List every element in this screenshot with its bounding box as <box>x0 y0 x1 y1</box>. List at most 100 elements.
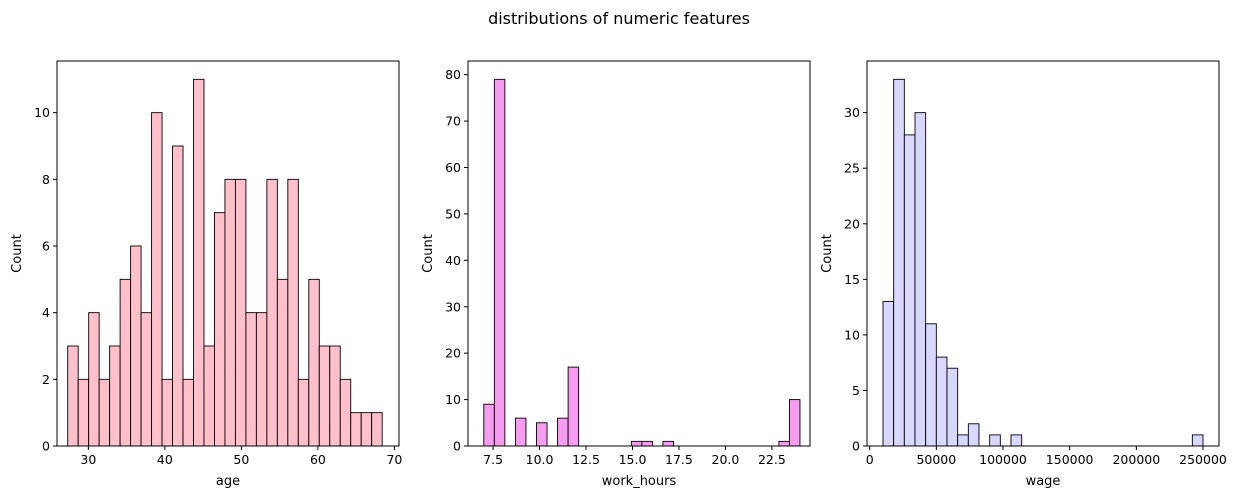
age-bar <box>203 345 215 447</box>
age-y-tick-label: 8 <box>42 172 50 187</box>
age-bar <box>245 312 257 447</box>
work-hours-bar <box>493 78 506 447</box>
age-x-tick-label: 30 <box>80 452 96 467</box>
work-hours-bar <box>641 440 653 447</box>
wage-histogram-panel: 0 50000 100000 150000 200000 250000 0 5 10 15 20 25… <box>820 60 1227 489</box>
age-y-tick-label: 0 <box>42 439 50 454</box>
figure-title: distributions of numeric features <box>488 9 750 28</box>
age-bar <box>329 345 341 447</box>
age-bar <box>234 178 247 447</box>
age-x-tick-label: 50 <box>233 452 249 467</box>
work-hours-x-tick-label: 12.5 <box>572 452 600 467</box>
age-y-tick-label: 6 <box>42 239 50 254</box>
wage-bar <box>903 134 916 447</box>
wage-y-tick-label: 30 <box>844 105 860 120</box>
age-x-tick-label: 40 <box>157 452 173 467</box>
age-bar <box>88 312 100 447</box>
age-bar <box>109 345 121 447</box>
wage-x-tick-label: 0 <box>866 452 874 467</box>
wage-bar <box>925 323 937 447</box>
wage-axes-frame <box>866 60 1220 447</box>
age-bar <box>193 78 205 447</box>
work-hours-bar <box>536 422 548 447</box>
work-hours-bar <box>557 417 569 447</box>
age-bar <box>151 112 163 447</box>
age-x-axis-label: age <box>216 474 240 489</box>
work-hours-x-axis-label: work_hours <box>602 474 677 489</box>
age-bar <box>297 378 310 447</box>
age-bar <box>308 278 320 447</box>
wage-x-tick-label: 100000 <box>979 452 1027 467</box>
age-bar <box>130 245 142 447</box>
age-y-tick-label: 2 <box>42 372 50 387</box>
wage-bar <box>946 367 959 447</box>
work-hours-x-tick-label: 17.5 <box>665 452 693 467</box>
work-hours-y-tick-label: 80 <box>445 67 461 82</box>
work-hours-bar <box>567 366 580 447</box>
age-x-tick-label: 70 <box>386 452 402 467</box>
wage-bar <box>935 356 948 447</box>
wage-y-tick-label: 10 <box>844 327 860 342</box>
age-bar <box>140 312 153 447</box>
wage-x-tick-label: 150000 <box>1046 452 1094 467</box>
wage-bar <box>957 434 969 447</box>
work-hours-axes-frame <box>467 60 811 447</box>
age-bar <box>350 412 362 447</box>
wage-y-tick-label: 5 <box>852 383 860 398</box>
wage-x-tick-label: 200000 <box>1112 452 1160 467</box>
wage-y-tick-label: 15 <box>844 272 860 287</box>
age-bar <box>371 412 383 447</box>
work-hours-y-tick-label: 20 <box>445 346 461 361</box>
work-hours-y-tick-label: 0 <box>453 439 461 454</box>
age-y-axis-label: Count <box>10 234 25 273</box>
age-bar <box>182 378 194 447</box>
work-hours-y-tick-label: 70 <box>445 114 461 129</box>
age-bar <box>172 145 184 447</box>
age-bar <box>339 378 352 447</box>
wage-bar <box>914 112 927 447</box>
work-hours-bar <box>483 403 495 447</box>
age-x-tick-label: 60 <box>310 452 326 467</box>
wage-bar <box>989 434 1001 447</box>
age-bar <box>318 345 331 447</box>
age-bar <box>287 178 299 447</box>
work-hours-y-tick-label: 40 <box>445 253 461 268</box>
age-bar <box>119 278 132 447</box>
work-hours-bar <box>778 440 790 447</box>
work-hours-bar <box>788 399 801 447</box>
age-histogram-panel: 30 40 50 60 70 0 2 4 6 8 10 age Count <box>10 60 402 489</box>
work-hours-x-tick-label: 10.0 <box>526 452 554 467</box>
wage-x-axis-label: wage <box>1026 474 1061 489</box>
wage-x-tick-label: 250000 <box>1179 452 1227 467</box>
work-hours-bar <box>662 440 674 447</box>
work-hours-x-tick-label: 15.0 <box>619 452 647 467</box>
wage-bar <box>1010 434 1023 447</box>
wage-y-tick-label: 20 <box>844 216 860 231</box>
work-hours-bar <box>630 440 643 447</box>
age-bar <box>214 212 226 447</box>
age-bar <box>161 378 173 447</box>
wage-bar <box>1191 434 1204 447</box>
wage-y-tick-label: 25 <box>844 161 860 176</box>
age-bar <box>77 378 90 447</box>
age-bar <box>266 178 278 447</box>
age-bar <box>98 378 111 447</box>
wage-bar <box>967 423 980 447</box>
wage-bar <box>882 301 895 447</box>
age-y-tick-label: 4 <box>42 305 50 320</box>
work-hours-bar <box>514 417 527 447</box>
age-y-tick-label: 10 <box>34 105 50 120</box>
wage-y-axis-label: Count <box>820 234 835 273</box>
work-hours-y-tick-label: 10 <box>445 392 461 407</box>
work-hours-x-tick-label: 20.0 <box>712 452 740 467</box>
work-hours-y-axis-label: Count <box>421 234 436 273</box>
work-hours-y-tick-label: 60 <box>445 160 461 175</box>
wage-bar <box>893 78 905 447</box>
work-hours-x-tick-label: 7.5 <box>483 452 503 467</box>
age-bar <box>67 345 79 447</box>
work-hours-histogram-panel: 7.5 10.0 12.5 15.0 17.5 20.0 22.5 0 10 20 30 40 50 60… <box>421 60 811 489</box>
wage-y-tick-label: 0 <box>852 439 860 454</box>
age-bar <box>224 178 236 447</box>
age-bar <box>276 278 289 447</box>
age-bar <box>360 412 373 447</box>
